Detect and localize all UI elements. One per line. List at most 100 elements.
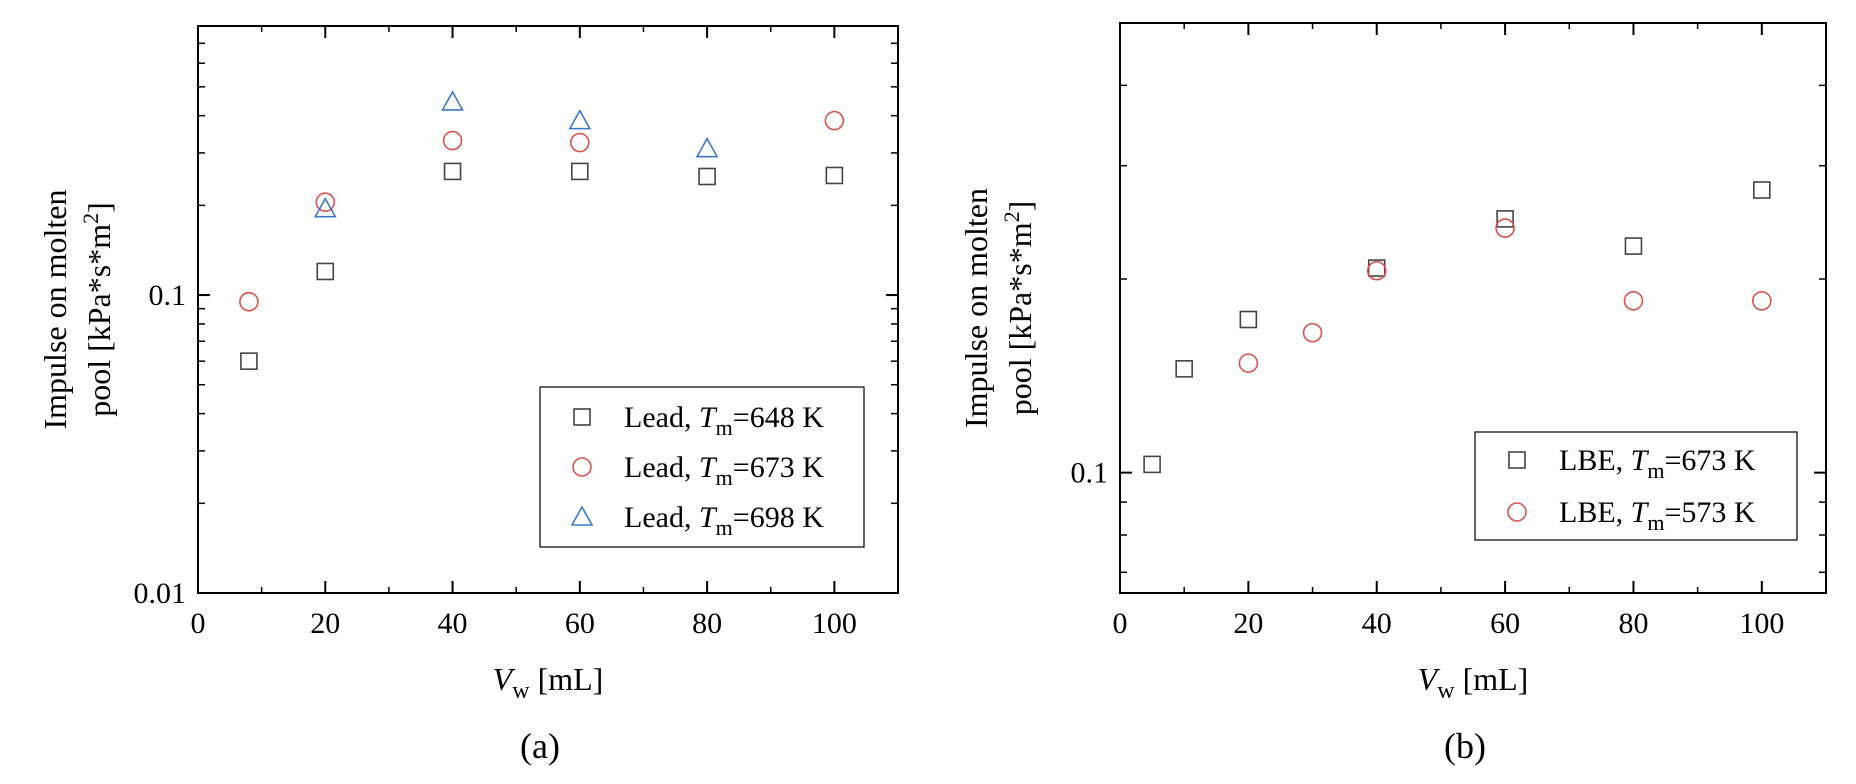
x-axis-label-symbol: V <box>493 661 516 697</box>
data-point <box>568 108 592 130</box>
legend-entry-name: LBE, <box>1559 496 1631 529</box>
legend-entry: Lead, Tm=673 K <box>624 451 824 490</box>
legend-box <box>539 386 865 548</box>
legend-entry: LBE, Tm=673 K <box>1559 444 1756 483</box>
data-point <box>315 192 336 212</box>
legend-entry-symbol: T <box>1631 444 1650 477</box>
plot-frame <box>197 25 899 594</box>
legend-marker <box>572 457 592 477</box>
panel-label: (a) <box>520 726 560 766</box>
legend-entry-symbol: T <box>699 501 718 534</box>
legend-entry-name: Lead, <box>624 401 699 434</box>
legend-entry-subscript: m <box>1647 458 1664 483</box>
x-tick-label: 20 <box>1233 607 1263 640</box>
x-axis-label: Vw [mL] <box>493 661 604 704</box>
data-point <box>1239 310 1258 329</box>
data-point <box>313 197 337 218</box>
legend-entry: LBE, Tm=573 K <box>1559 496 1756 535</box>
x-tick-label: 40 <box>1362 607 1392 640</box>
x-tick-label: 0 <box>1113 607 1128 640</box>
x-axis-label: Vw [mL] <box>1418 661 1529 704</box>
data-point <box>1302 322 1323 343</box>
legend-entry-value: =673 K <box>733 451 824 484</box>
data-point <box>441 90 464 111</box>
x-axis-label-subscript: w <box>1437 678 1455 704</box>
x-tick-label: 60 <box>565 607 595 640</box>
x-tick-label: 80 <box>1618 607 1648 640</box>
data-point <box>695 137 719 158</box>
y-axis-label-unit: pool [kPa*s*m <box>81 224 117 417</box>
series-0 <box>240 162 844 370</box>
legend-entry-symbol: T <box>1631 496 1650 529</box>
x-tick-label: 100 <box>1739 607 1784 640</box>
legend-entry-name: Lead, <box>624 501 699 534</box>
y-axis-label-unit: pool [kPa*s*m <box>1002 222 1038 415</box>
x-tick-label: 0 <box>191 607 206 640</box>
y-axis-label-line2: pool [kPa*s*m2] <box>78 202 117 417</box>
x-tick-label: 80 <box>692 607 722 640</box>
data-point <box>825 166 844 185</box>
legend-marker <box>573 408 591 426</box>
data-point <box>570 132 590 153</box>
series-2 <box>313 90 719 218</box>
x-tick-label: 100 <box>812 607 857 640</box>
data-point <box>1238 353 1259 373</box>
data-point <box>824 110 845 131</box>
y-axis-label-superscript: 2 <box>999 211 1024 222</box>
y-axis-label-superscript: 2 <box>78 213 103 224</box>
data-point <box>1496 210 1514 228</box>
legend-entry-name: LBE, <box>1559 444 1631 477</box>
series-0 <box>1143 181 1771 474</box>
y-tick-label: 0.1 <box>149 279 187 312</box>
legend-marker <box>1507 502 1527 522</box>
data-point <box>1143 455 1161 474</box>
legend-box <box>1474 431 1798 541</box>
legend-entry-subscript: m <box>1647 510 1664 535</box>
legend-entry-symbol: T <box>699 401 718 434</box>
x-tick-label: 60 <box>1490 607 1520 640</box>
legend-entry-name: Lead, <box>624 451 699 484</box>
data-point <box>240 352 258 370</box>
x-tick-label: 40 <box>438 607 468 640</box>
y-tick-label: 0.01 <box>134 577 187 610</box>
x-axis-label-subscript: w <box>512 678 530 704</box>
panel-label: (b) <box>1444 726 1486 766</box>
data-point <box>1623 290 1644 311</box>
data-point <box>316 262 335 281</box>
y-axis-label-close: ] <box>1002 201 1038 212</box>
chart-panel-a: 0 20 40 60 80 100 0.01 0.1 Vw [mL] Impulse on mol… <box>37 25 899 766</box>
legend-marker <box>1508 451 1526 469</box>
legend-entry-value: =648 K <box>733 401 824 434</box>
data-point <box>1175 360 1193 378</box>
data-point <box>443 162 462 181</box>
y-tick-label: 0.1 <box>1071 457 1109 490</box>
chart-panel-b: 0 20 40 60 80 100 0.1 Vw [mL] Impulse on molten p… <box>958 22 1827 766</box>
legend-entry-subscript: m <box>716 415 733 440</box>
y-axis-label-line2: pool [kPa*s*m2] <box>999 201 1038 416</box>
x-axis-label-symbol: V <box>1418 661 1441 697</box>
data-point <box>1753 181 1771 199</box>
legend-marker <box>570 505 594 526</box>
legend-entry-value: =673 K <box>1664 444 1755 477</box>
data-point <box>571 162 589 181</box>
legend-entry-value: =698 K <box>733 501 824 534</box>
y-axis-label-line1: Impulse on molten <box>37 190 73 430</box>
x-tick-label: 20 <box>310 607 340 640</box>
legend-entry: Lead, Tm=648 K <box>624 401 824 440</box>
data-point <box>1366 260 1387 281</box>
legend-entry-value: =573 K <box>1664 496 1755 529</box>
series-1 <box>1238 218 1772 373</box>
y-axis-label-close: ] <box>81 202 117 213</box>
legend-entry-symbol: T <box>699 451 718 484</box>
legend-entry-subscript: m <box>716 465 733 490</box>
y-axis-label-line1: Impulse on molten <box>958 188 994 428</box>
x-axis-label-unit: [mL] <box>530 661 604 697</box>
plot-frame <box>1119 22 1827 594</box>
data-point <box>1495 218 1515 238</box>
legend-entry-subscript: m <box>716 515 733 540</box>
data-point <box>239 291 259 312</box>
data-point <box>442 130 463 151</box>
